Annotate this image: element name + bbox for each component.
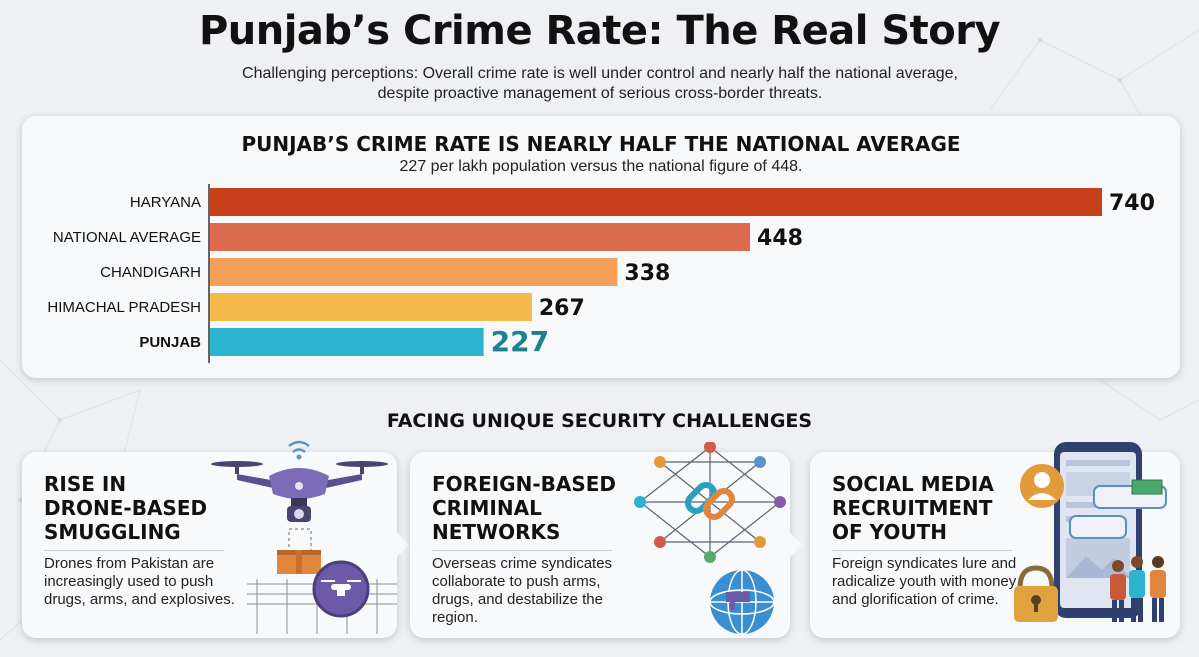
card-social-media: SOCIAL MEDIA RECRUITMENT OF YOUTH Foreig… bbox=[810, 442, 1180, 638]
chart-subtitle: 227 per lakh population versus the natio… bbox=[399, 158, 803, 175]
value-label: 740 bbox=[1109, 191, 1155, 216]
card-title: FOREIGN-BASED CRIMINAL NETWORKS bbox=[432, 472, 617, 544]
value-label: 338 bbox=[624, 261, 670, 286]
card-drone-smuggling: RISE IN DRONE-BASED SMUGGLING Drones fro… bbox=[22, 440, 397, 638]
bar-chart: HARYANA 740 NATIONAL AVERAGE 448 CHANDIGARH 3… bbox=[47, 184, 1155, 363]
chart-card: PUNJAB’S CRIME RATE IS NEARLY HALF THE N… bbox=[22, 116, 1180, 378]
card-title: RISE IN DRONE-BASED SMUGGLING bbox=[44, 472, 208, 544]
bar-national-average bbox=[210, 223, 751, 251]
value-label: 448 bbox=[757, 226, 803, 251]
page-subtitle: Challenging perceptions: Overall crime r… bbox=[242, 65, 958, 102]
divider bbox=[44, 550, 224, 551]
category-label: CHANDIGARH bbox=[100, 264, 201, 281]
connector-arrow bbox=[790, 533, 802, 557]
category-label: NATIONAL AVERAGE bbox=[53, 229, 201, 246]
phone-icon bbox=[1014, 442, 1167, 622]
card-title: SOCIAL MEDIA RECRUITMENT OF YOUTH bbox=[832, 472, 994, 544]
section-title: FACING UNIQUE SECURITY CHALLENGES bbox=[386, 410, 813, 432]
divider bbox=[832, 550, 1012, 551]
bar-himachal-pradesh bbox=[210, 293, 532, 321]
value-label: 227 bbox=[491, 325, 549, 358]
chart-title: PUNJAB’S CRIME RATE IS NEARLY HALF THE N… bbox=[241, 132, 961, 156]
bar-punjab bbox=[210, 328, 484, 356]
divider bbox=[432, 550, 612, 551]
value-label: 267 bbox=[539, 296, 585, 321]
card-text: Overseas crime syndicates collaborate to… bbox=[432, 555, 613, 626]
bar-haryana bbox=[210, 188, 1102, 216]
card-text: Drones from Pakistan are increasingly us… bbox=[44, 555, 235, 608]
bar-chandigarh bbox=[210, 258, 618, 286]
card-text: Foreign syndicates lure and radicalize y… bbox=[832, 555, 1017, 608]
drone-icon bbox=[211, 440, 397, 634]
category-label: HARYANA bbox=[130, 194, 201, 211]
page-title: Punjab’s Crime Rate: The Real Story bbox=[198, 8, 1001, 54]
category-label: HIMACHAL PRADESH bbox=[47, 299, 201, 316]
connector-arrow bbox=[397, 533, 409, 557]
card-foreign-networks: FOREIGN-BASED CRIMINAL NETWORKS Overseas… bbox=[410, 442, 790, 638]
category-label: PUNJAB bbox=[139, 334, 201, 351]
network-icon bbox=[634, 442, 786, 635]
